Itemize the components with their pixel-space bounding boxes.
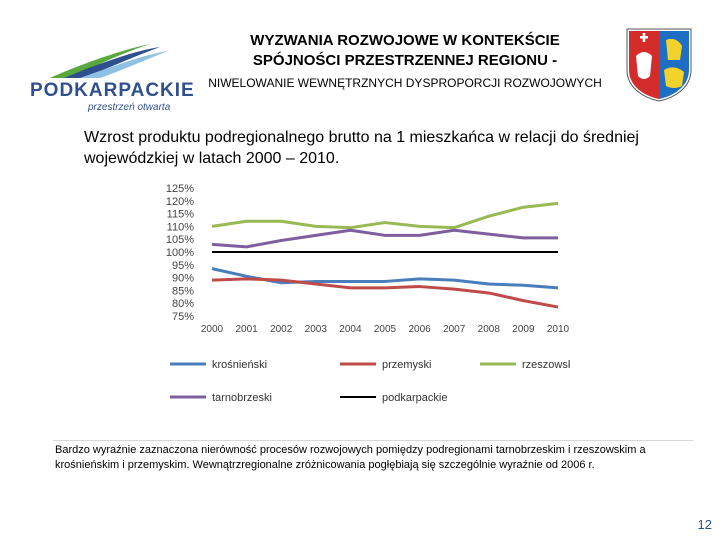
x-tick-label: 2001 (235, 324, 258, 335)
logo-swoosh-icon (50, 44, 168, 78)
x-tick-label: 2008 (478, 324, 501, 335)
x-tick-label: 2009 (512, 324, 535, 335)
legend-label-rzeszowski: rzeszowski (522, 359, 570, 371)
x-tick-label: 2003 (305, 324, 328, 335)
series-line-tarnobrzeski (211, 228, 558, 249)
legend-label-podkarpackie: podkarpackie (382, 392, 447, 404)
y-tick-label: 85% (172, 285, 194, 297)
slide-subtitle: NIWELOWANIE WEWNĘTRZNYCH DYSPROPORCJI RO… (208, 76, 602, 90)
slide-title: WYZWANIA ROZWOJOWE W KONTEKŚCIE SPÓJNOŚC… (250, 32, 560, 69)
logo-wordmark: PODKARPACKIE (30, 80, 195, 101)
x-tick-label: 2000 (201, 324, 224, 335)
legend-label-krosnienski: krośnieński (212, 359, 267, 371)
logo-tagline: przestrzeń otwarta (88, 102, 171, 113)
legend-label-tarnobrzeski: tarnobrzeski (212, 392, 272, 404)
y-tick-label: 120% (166, 196, 194, 208)
series-line-przemyski (211, 277, 559, 309)
coat-of-arms-icon (624, 26, 694, 102)
x-tick-label: 2002 (270, 324, 293, 335)
analysis-note: Bardzo wyraźnie zaznaczona nierówność pr… (55, 444, 646, 471)
y-tick-label: 75% (172, 311, 194, 323)
page-number: 12 (697, 517, 712, 532)
y-tick-label: 95% (172, 260, 194, 272)
note-divider (53, 440, 693, 531)
y-tick-label: 115% (167, 209, 195, 221)
y-tick-label: 110% (167, 221, 195, 233)
podkarpackie-logo: PODKARPACKIE przestrzeń otwarta (30, 40, 210, 113)
gdp-line-chart: 75%80%85%90%95%100%105%110%115%120%125% 2… (166, 183, 570, 404)
y-tick-label: 90% (172, 273, 194, 285)
x-tick-label: 2005 (374, 324, 397, 335)
series-line-rzeszowski (211, 201, 559, 230)
y-tick-label: 125% (166, 183, 194, 195)
x-tick-label: 2004 (339, 324, 362, 335)
chart-heading: Wzrost produktu podregionalnego brutto n… (84, 129, 639, 167)
y-tick-label: 100% (166, 247, 194, 259)
y-tick-label: 105% (166, 234, 194, 246)
x-tick-label: 2007 (443, 324, 466, 335)
x-tick-label: 2006 (408, 324, 431, 335)
y-tick-label: 80% (172, 298, 194, 310)
x-tick-label: 2010 (547, 324, 570, 335)
legend-label-przemyski: przemyski (382, 359, 432, 371)
